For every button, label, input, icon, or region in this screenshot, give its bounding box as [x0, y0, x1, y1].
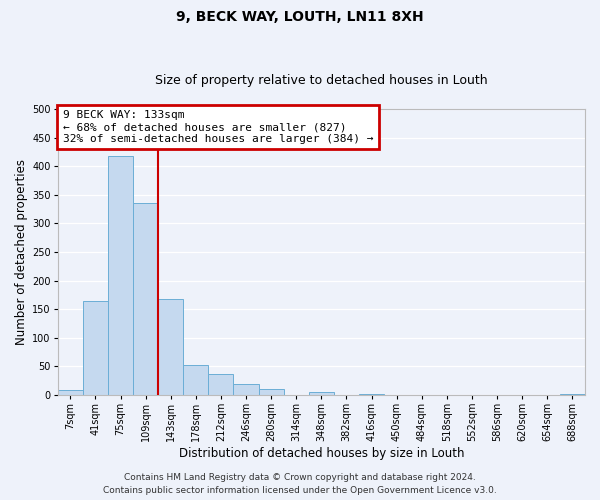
- Text: Contains HM Land Registry data © Crown copyright and database right 2024.
Contai: Contains HM Land Registry data © Crown c…: [103, 474, 497, 495]
- Bar: [108, 156, 133, 395]
- Bar: [309, 392, 334, 395]
- Bar: [560, 394, 585, 395]
- Bar: [158, 299, 183, 395]
- Bar: [233, 384, 259, 395]
- Title: Size of property relative to detached houses in Louth: Size of property relative to detached ho…: [155, 74, 488, 87]
- Bar: [259, 390, 284, 395]
- Bar: [183, 364, 208, 395]
- X-axis label: Distribution of detached houses by size in Louth: Distribution of detached houses by size …: [179, 447, 464, 460]
- Bar: [58, 390, 83, 395]
- Text: 9, BECK WAY, LOUTH, LN11 8XH: 9, BECK WAY, LOUTH, LN11 8XH: [176, 10, 424, 24]
- Text: 9 BECK WAY: 133sqm
← 68% of detached houses are smaller (827)
32% of semi-detach: 9 BECK WAY: 133sqm ← 68% of detached hou…: [63, 110, 374, 144]
- Bar: [359, 394, 384, 395]
- Bar: [133, 204, 158, 395]
- Bar: [208, 374, 233, 395]
- Y-axis label: Number of detached properties: Number of detached properties: [15, 159, 28, 345]
- Bar: [83, 300, 108, 395]
